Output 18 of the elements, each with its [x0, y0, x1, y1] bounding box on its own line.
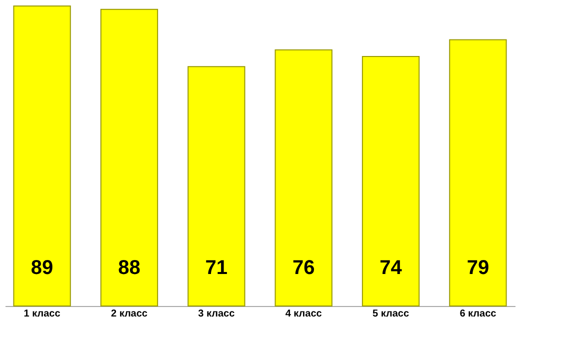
bar — [274, 49, 332, 306]
x-tick-label: 5 класс — [372, 308, 410, 320]
bar — [100, 8, 158, 306]
bar — [188, 66, 246, 306]
bar — [449, 39, 507, 306]
data-label: 79 — [466, 257, 490, 279]
x-tick-label: 4 класс — [285, 308, 322, 320]
x-tick-label: 6 класс — [460, 308, 497, 320]
data-label: 88 — [118, 257, 140, 279]
x-tick-label: 2 класс — [110, 308, 148, 320]
x-tick-label: 3 класс — [198, 308, 236, 320]
x-tick-label: 1 класс — [24, 308, 61, 320]
data-label: 71 — [205, 257, 228, 279]
data-label: 76 — [292, 257, 315, 279]
data-label: 74 — [380, 257, 403, 279]
bar — [13, 6, 71, 306]
data-label: 89 — [30, 257, 54, 279]
bar — [362, 56, 420, 306]
